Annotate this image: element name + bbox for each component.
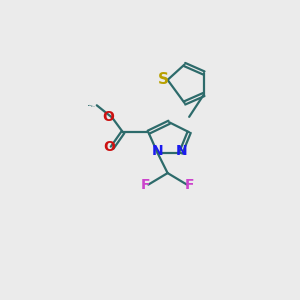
Text: N: N — [152, 144, 164, 158]
Text: N: N — [176, 144, 187, 158]
Text: O: O — [103, 140, 115, 154]
Text: F: F — [185, 178, 195, 192]
Text: S: S — [158, 72, 169, 87]
Text: methyl: methyl — [88, 105, 93, 106]
Text: methyl: methyl — [91, 105, 96, 107]
Text: F: F — [140, 178, 150, 192]
Text: O: O — [102, 110, 114, 124]
